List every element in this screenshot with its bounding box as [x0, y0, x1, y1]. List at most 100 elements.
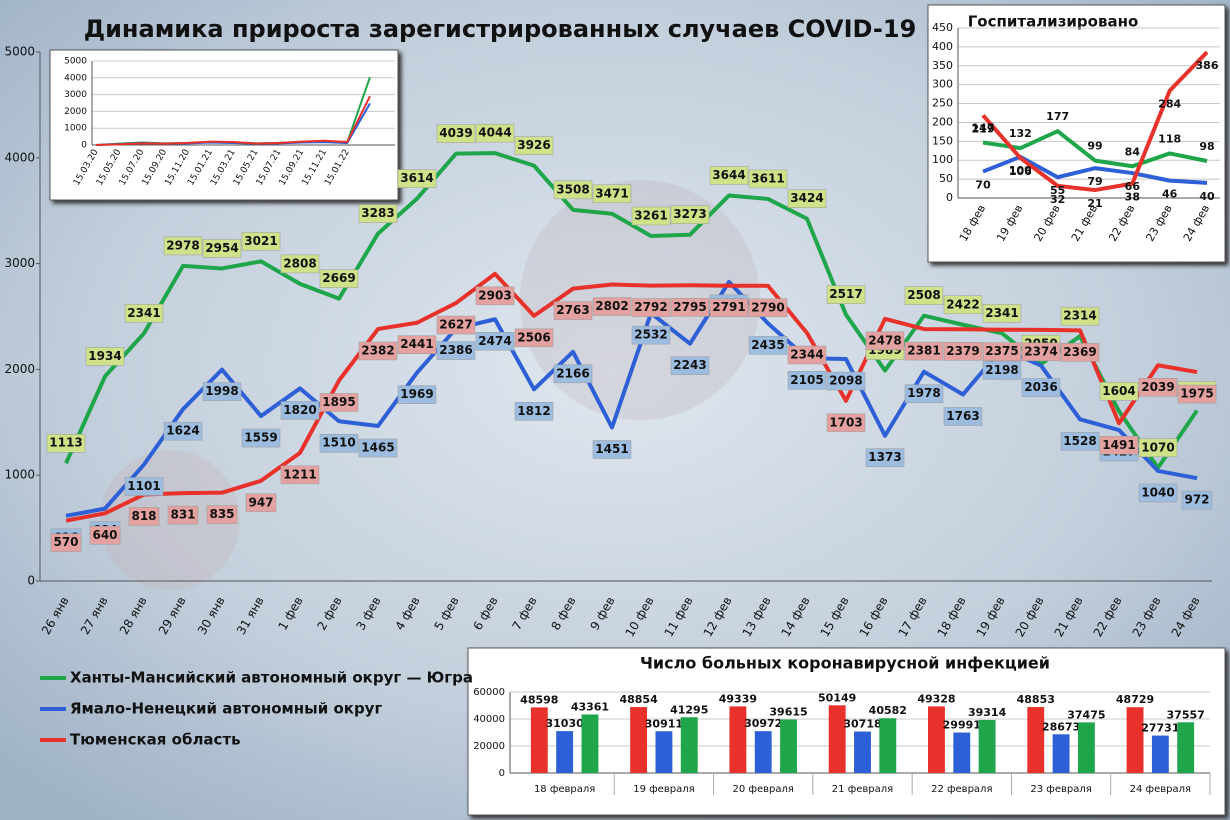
value-label: 2039 — [1141, 380, 1174, 394]
value-label-bg — [202, 239, 242, 258]
y-tick-label: 1000 — [4, 468, 35, 482]
value-label: 3424 — [790, 191, 823, 205]
value-label-bg — [397, 335, 437, 354]
value-label: 3273 — [673, 207, 706, 221]
value-label: 2791 — [712, 300, 745, 314]
value-label: 99 — [1087, 140, 1102, 153]
value-label: 1978 — [907, 386, 940, 400]
value-label-bg — [1181, 490, 1213, 510]
value-label: 48598 — [520, 693, 558, 706]
value-label: 2808 — [283, 256, 316, 270]
bar — [556, 731, 574, 773]
value-label-bg — [1099, 382, 1139, 401]
value-label: 1975 — [1180, 387, 1213, 401]
y-tick-label: 0 — [946, 191, 953, 204]
value-label: 2792 — [634, 300, 667, 314]
value-label: 1604 — [1102, 384, 1135, 398]
value-label-bg — [1138, 483, 1178, 503]
value-label: 2478 — [868, 333, 901, 347]
value-label: 2790 — [751, 300, 784, 314]
value-label: 2381 — [907, 344, 940, 358]
value-label-bg — [1177, 384, 1217, 404]
value-label-bg — [436, 341, 476, 360]
value-label: 50149 — [818, 691, 856, 704]
value-label: 48729 — [1116, 693, 1154, 706]
value-label-bg — [670, 205, 710, 224]
value-label-bg — [475, 123, 515, 143]
value-label: 1491 — [1102, 438, 1135, 452]
y-tick-label: 4000 — [64, 73, 87, 83]
value-label: 2795 — [673, 300, 706, 314]
bar — [854, 731, 871, 773]
value-label: 21 — [1087, 197, 1102, 210]
value-label-bg — [709, 166, 749, 185]
value-label: 2374 — [1024, 344, 1057, 358]
value-label: 2105 — [790, 373, 823, 387]
value-label: 1969 — [400, 387, 433, 401]
value-label: 2532 — [634, 328, 667, 342]
value-label-bg — [982, 361, 1022, 380]
value-label-bg — [397, 385, 437, 404]
value-label-bg — [1060, 306, 1100, 326]
bar — [928, 706, 945, 773]
value-label-bg — [904, 384, 944, 403]
value-label: 48853 — [1017, 693, 1055, 706]
series-line — [64, 151, 1199, 470]
value-label: 2422 — [946, 297, 979, 311]
value-label-bg — [670, 298, 710, 317]
value-label: 49339 — [719, 692, 757, 705]
value-label-bg — [1021, 378, 1061, 397]
value-label: 2435 — [751, 338, 784, 352]
bar — [1126, 707, 1144, 773]
value-label-bg — [904, 341, 944, 361]
value-label: 1820 — [283, 403, 316, 417]
value-label-bg — [85, 347, 125, 366]
chart-title: Госпитализировано — [968, 13, 1139, 31]
value-label: 2382 — [361, 343, 394, 357]
value-label: 2954 — [205, 241, 238, 255]
value-label: 2379 — [946, 344, 979, 358]
value-label: 1528 — [1063, 434, 1096, 448]
value-label: 1211 — [283, 467, 316, 481]
value-label-bg — [89, 526, 121, 545]
bar — [879, 718, 897, 773]
value-label: 49328 — [917, 692, 955, 705]
bar — [953, 732, 971, 773]
value-label-bg — [748, 298, 788, 318]
value-label: 31030 — [546, 717, 585, 730]
value-label: 84 — [1125, 145, 1141, 158]
y-tick-label: 300 — [932, 78, 953, 91]
value-label-bg — [167, 505, 199, 525]
value-label: 2198 — [985, 363, 1018, 377]
bar — [1027, 707, 1045, 773]
value-label: 2763 — [556, 303, 589, 317]
value-label: 386 — [1196, 59, 1219, 72]
x-tick-label: 23 февраля — [1030, 784, 1091, 795]
value-label: 2341 — [127, 306, 160, 320]
value-label: 1113 — [49, 436, 82, 450]
value-label-bg — [50, 533, 82, 552]
y-tick-label: 0 — [499, 768, 505, 779]
value-label-bg — [631, 206, 671, 226]
value-label: 1624 — [166, 424, 199, 438]
value-label: 1451 — [595, 442, 628, 456]
series-line — [95, 95, 371, 146]
value-label-bg — [865, 448, 905, 467]
y-tick-label: 1000 — [64, 124, 87, 134]
value-label: 640 — [92, 528, 117, 542]
bar — [978, 719, 996, 773]
value-label-bg — [46, 433, 86, 453]
value-label: 284 — [1158, 98, 1181, 111]
y-tick-label: 40000 — [473, 714, 505, 725]
value-label-bg — [592, 440, 632, 459]
y-tick-label: 0 — [81, 141, 87, 151]
value-label-bg — [128, 507, 160, 526]
value-label: 30911 — [645, 717, 683, 730]
bar — [1151, 735, 1169, 773]
value-label-bg — [436, 124, 476, 143]
value-label: 1763 — [946, 409, 979, 423]
value-label-bg — [514, 402, 554, 421]
value-label: 41295 — [670, 703, 708, 716]
value-label: 30718 — [843, 718, 881, 731]
value-label: 1998 — [205, 384, 238, 398]
